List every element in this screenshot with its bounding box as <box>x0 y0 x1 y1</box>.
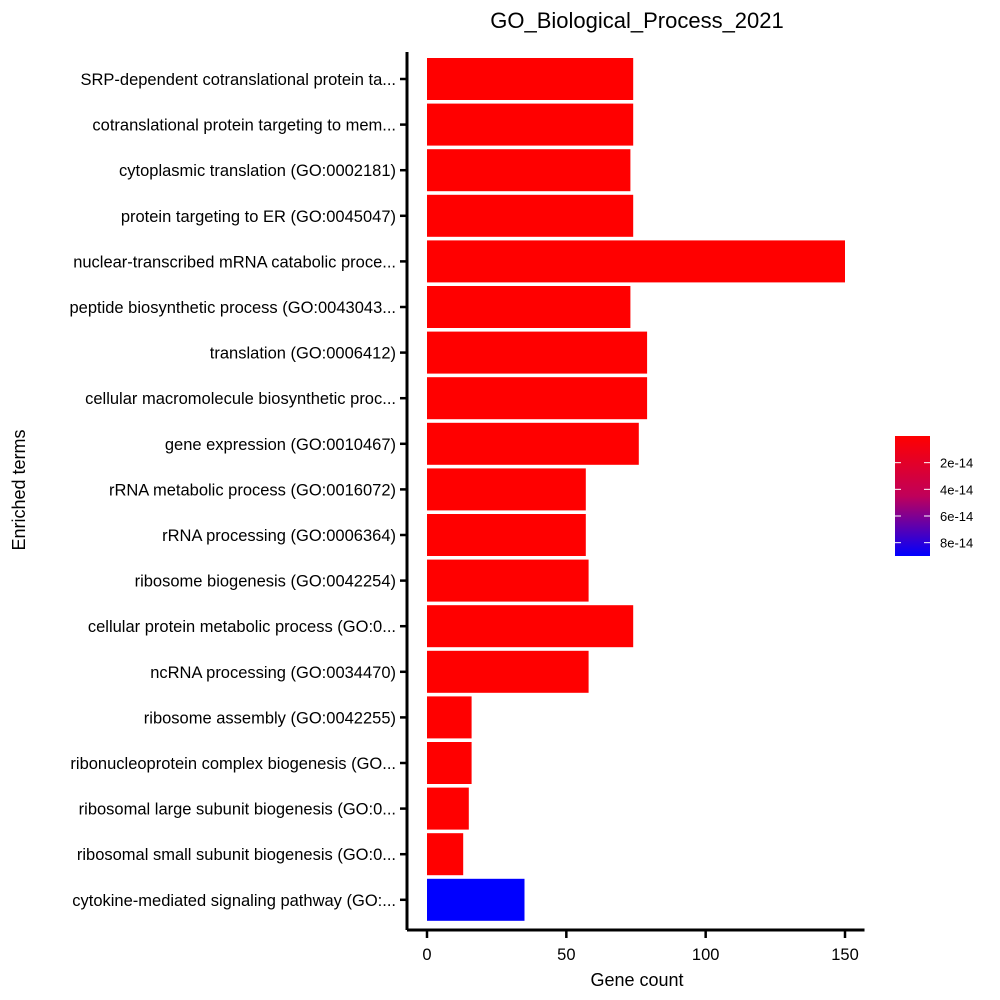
x-axis: 0 50 100 150 <box>407 928 865 964</box>
category-label: rRNA metabolic process (GO:0016072) <box>109 481 396 499</box>
chart-title: GO_Biological_Process_2021 <box>490 8 784 33</box>
x-tick-label: 0 <box>422 946 431 964</box>
bar <box>427 696 472 739</box>
category-label: translation (GO:0006412) <box>210 345 396 363</box>
category-label: ribosomal small subunit biogenesis (GO:0… <box>77 846 396 864</box>
x-axis-title: Gene count <box>590 970 683 990</box>
category-label: ribosome assembly (GO:0042255) <box>144 709 396 727</box>
bar <box>427 787 469 830</box>
category-label: ribosome biogenesis (GO:0042254) <box>135 573 396 591</box>
colorbar-label: 4e-14 <box>940 482 973 497</box>
bar <box>427 514 586 556</box>
bar <box>427 331 648 374</box>
category-label: peptide biosynthetic process (GO:0043043… <box>69 299 396 317</box>
colorbar-label: 8e-14 <box>940 536 973 551</box>
colorbar-label: 2e-14 <box>940 456 973 471</box>
bar <box>427 878 525 921</box>
y-axis-title: Enriched terms <box>9 429 29 550</box>
bar <box>427 103 634 146</box>
category-label: ncRNA processing (GO:0034470) <box>150 664 396 682</box>
bar <box>427 194 634 237</box>
bar <box>427 286 631 328</box>
category-label: cellular macromolecule biosynthetic proc… <box>85 390 396 408</box>
bar <box>427 742 472 784</box>
colorbar-label: 6e-14 <box>940 509 973 524</box>
bar <box>427 605 634 648</box>
bars-group <box>427 58 845 921</box>
x-tick-label: 150 <box>831 946 859 964</box>
category-label: gene expression (GO:0010467) <box>165 436 396 454</box>
category-label: cellular protein metabolic process (GO:0… <box>88 618 396 636</box>
category-labels: SRP-dependent cotranslational protein ta… <box>69 71 407 910</box>
bar <box>427 468 586 511</box>
bar <box>427 559 589 602</box>
colorbar-gradient <box>895 436 930 556</box>
category-label: SRP-dependent cotranslational protein ta… <box>80 71 396 89</box>
x-tick-label: 100 <box>692 946 720 964</box>
bar <box>427 650 589 693</box>
bar <box>427 149 631 192</box>
category-label: cytoplasmic translation (GO:0002181) <box>119 162 396 180</box>
category-label: nuclear-transcribed mRNA catabolic proce… <box>73 253 396 271</box>
category-label: cotranslational protein targeting to mem… <box>92 117 396 135</box>
category-label: protein targeting to ER (GO:0045047) <box>121 208 396 226</box>
x-tick-label: 50 <box>557 946 575 964</box>
colorbar-legend: 2e-14 4e-14 6e-14 8e-14 <box>895 436 973 556</box>
bar <box>427 422 639 465</box>
category-label: ribonucleoprotein complex biogenesis (GO… <box>70 755 396 773</box>
category-label: cytokine-mediated signaling pathway (GO:… <box>72 892 396 910</box>
category-label: ribosomal large subunit biogenesis (GO:0… <box>79 801 396 819</box>
bar <box>427 833 464 876</box>
category-label: rRNA processing (GO:0006364) <box>162 527 396 545</box>
bar <box>427 377 648 420</box>
bar <box>427 58 634 100</box>
bar <box>427 240 845 283</box>
